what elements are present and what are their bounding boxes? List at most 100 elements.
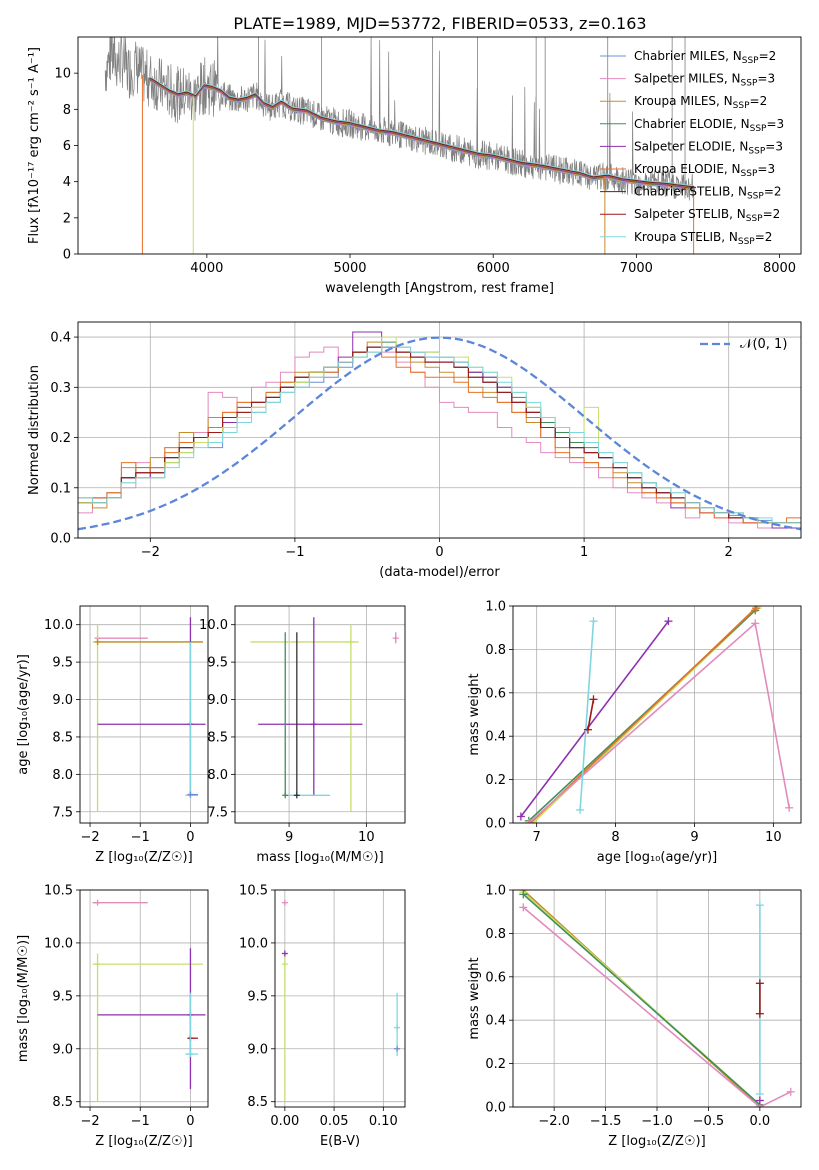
x-axis-label: age [log₁₀(age/yr)] (597, 850, 718, 865)
plot-area (78, 331, 801, 531)
y-tick-label: 0.2 (50, 431, 71, 446)
y-tick-label: 9.5 (52, 989, 73, 1004)
y-tick-label: 8.5 (247, 1095, 268, 1110)
y-tick-label: 0.6 (485, 970, 506, 985)
y-axis-label: age [log₁₀(age/yr)] (16, 654, 31, 775)
weight-line (520, 620, 670, 817)
y-tick-label: 0.2 (485, 773, 506, 788)
x-tick-label: 7 (533, 830, 541, 845)
legend-label: Chabrier STELIB, NSSP=2 (634, 185, 782, 202)
y-tick-label: 0.3 (50, 381, 71, 396)
x-tick-label: −1.0 (641, 1114, 673, 1129)
legend-label-tail: =2 (764, 185, 782, 199)
observed-spectrum-line (104, 37, 696, 201)
x-tick-label: −2 (80, 1114, 99, 1129)
legend-label-tail: =2 (755, 230, 773, 244)
y-tick-label: 0.8 (485, 643, 506, 658)
x-tick-label: 9 (690, 830, 698, 845)
weight-line (522, 893, 761, 1106)
x-tick-label: −2 (80, 830, 99, 845)
y-tick-label: 1.0 (485, 884, 506, 899)
histogram-step (78, 346, 801, 524)
model-spectrum-line (149, 78, 694, 189)
y-axis-label: mass weight (467, 957, 482, 1039)
y-tick-label: 8.5 (207, 730, 228, 745)
x-tick-label: 5000 (333, 261, 366, 276)
y-tick-label: 9.5 (247, 989, 268, 1004)
legend-label-subscript: SSP (742, 56, 759, 66)
y-tick-label: 8.0 (52, 768, 73, 783)
plot-area (92, 617, 206, 812)
x-tick-label: −2 (141, 545, 160, 560)
x-tick-label: 9 (285, 830, 293, 845)
x-tick-label: 7000 (620, 261, 653, 276)
y-tick-label: 10.0 (44, 936, 73, 951)
age-vs-mass-panel: 9 10 7.5 8.0 8.5 9.0 9.5 10.0 mass [log₁₀(M/M☉)] (199, 605, 406, 865)
plot-area (92, 899, 206, 1102)
y-axis-label: mass weight (467, 673, 482, 755)
x-tick-label: 8 (611, 830, 619, 845)
y-tick-label: 9.5 (207, 656, 228, 671)
x-tick-label: −1 (285, 545, 304, 560)
axes-frame (512, 889, 802, 1108)
y-tick-label: 0.1 (50, 481, 71, 496)
legend-label: Chabrier MILES, NSSP=2 (634, 49, 776, 66)
x-axis-label: Z [log₁₀(Z/Z☉)] (608, 1134, 705, 1149)
x-tick-label: 0.05 (320, 1114, 349, 1129)
x-tick-label: 0.10 (369, 1114, 398, 1129)
y-tick-label: 8 (63, 103, 71, 118)
x-axis-label: mass [log₁₀(M/M☉)] (256, 850, 383, 865)
spectrum-panel: 4000 5000 6000 7000 8000 0 2 4 6 8 10 wavelength [A… (27, 36, 802, 296)
y-axis-label: Flux [fλ10⁻¹⁷ erg cm⁻² s⁻¹ A⁻¹] (27, 47, 42, 244)
x-tick-label: −1 (131, 1114, 150, 1129)
legend-label-subscript: SSP (738, 237, 755, 247)
legend-label: Salpeter ELODIE, NSSP=3 (634, 139, 783, 156)
weight-vs-age-panel: 7 8 9 10 0.0 0.2 0.4 0.6 0.8 1.0 age [log₁₀(age/yr… (467, 600, 802, 865)
x-tick-label: −1.5 (590, 1114, 622, 1129)
y-tick-label: 0.8 (485, 927, 506, 942)
plot-area (250, 617, 399, 812)
legend-label-tail: =3 (765, 139, 783, 153)
x-tick-label: 0.0 (750, 1114, 771, 1129)
y-tick-label: 2 (63, 211, 71, 226)
model-spectrum-line (149, 79, 694, 190)
axes-frame (512, 605, 802, 824)
weight-line (579, 621, 595, 811)
y-tick-label: 8.5 (52, 730, 73, 745)
y-tick-label: 0.0 (50, 532, 71, 547)
y-axis-label: Normed distribution (27, 365, 42, 495)
axes-frame (234, 605, 406, 824)
x-axis-label: wavelength [Angstrom, rest frame] (325, 281, 554, 296)
plot-area (519, 890, 795, 1107)
y-tick-label: 0.0 (485, 1101, 506, 1116)
y-tick-label: 8.0 (207, 768, 228, 783)
plot-area (281, 899, 401, 1102)
y-tick-label: 9.0 (52, 1042, 73, 1057)
x-tick-label: 2 (725, 545, 733, 560)
axes-frame (79, 889, 209, 1108)
y-axis-label: mass [log₁₀(M/M☉)] (16, 935, 31, 1062)
x-tick-label: 8000 (763, 261, 796, 276)
mass-vs-extinction-panel: 0.00 0.05 0.10 8.5 9.0 9.5 10.0 10.5 E(B-V) (239, 884, 406, 1149)
legend-label-tail: =3 (757, 162, 775, 176)
y-tick-label: 10.0 (44, 618, 73, 633)
x-tick-label: −2.0 (538, 1114, 570, 1129)
x-axis-label: Z [log₁₀(Z/Z☉)] (95, 850, 192, 865)
y-tick-label: 0.4 (485, 1014, 506, 1029)
y-tick-label: 7.5 (207, 805, 228, 820)
legend-label: Kroupa STELIB, NSSP=2 (634, 230, 772, 247)
x-axis-label: E(B-V) (320, 1134, 360, 1149)
y-tick-label: 0.4 (50, 331, 71, 346)
y-tick-label: 9.0 (52, 693, 73, 708)
x-tick-label: 0 (186, 1114, 194, 1129)
x-tick-label: −0.5 (693, 1114, 725, 1129)
histogram-step (78, 346, 801, 524)
y-tick-label: 9.0 (207, 693, 228, 708)
y-tick-label: 10 (54, 67, 71, 82)
y-tick-label: 4 (63, 175, 71, 190)
legend-label: 𝒩(0, 1) (740, 337, 787, 352)
x-axis-label: (data-model)/error (379, 565, 500, 580)
y-tick-label: 7.5 (52, 805, 73, 820)
legend-label-subscript: SSP (747, 192, 764, 202)
